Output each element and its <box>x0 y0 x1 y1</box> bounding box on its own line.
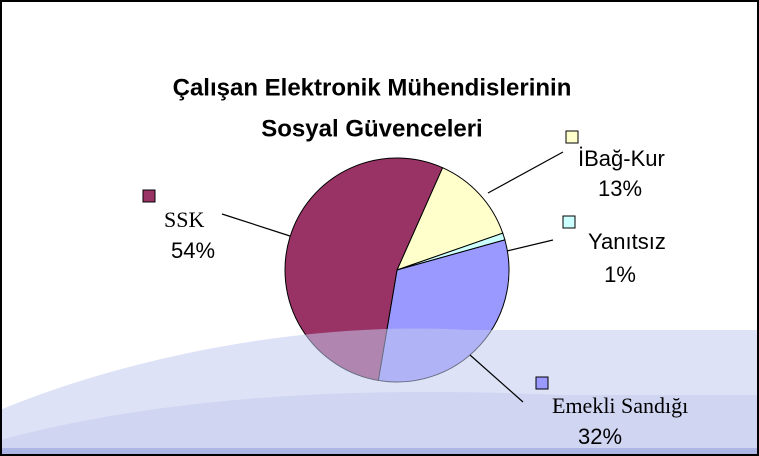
slice-name: Yanıtsız <box>588 229 666 254</box>
pie-slice <box>396 167 504 271</box>
chart-title: Sosyal Güvenceleri <box>261 115 482 142</box>
legend-swatch <box>535 376 549 390</box>
leader-line <box>487 151 564 194</box>
slice-percent: 13% <box>598 176 642 201</box>
leader-line <box>221 213 291 237</box>
background-swoosh <box>0 328 759 456</box>
slice-percent: 54% <box>171 238 215 263</box>
legend-swatch <box>562 215 576 229</box>
chart-title: Çalışan Elektronik Mühendislerinin <box>173 74 572 101</box>
slice-name: SSK <box>164 207 204 232</box>
slice-percent: 32% <box>578 424 622 449</box>
slice-name: Emekli Sandığı <box>552 393 688 418</box>
slice-percent: 1% <box>604 262 636 287</box>
legend-swatch <box>142 189 156 203</box>
leader-line <box>469 354 524 403</box>
leader-line <box>506 239 554 252</box>
legend-swatch <box>565 130 579 144</box>
slice-name: İBağ-Kur <box>578 146 665 171</box>
